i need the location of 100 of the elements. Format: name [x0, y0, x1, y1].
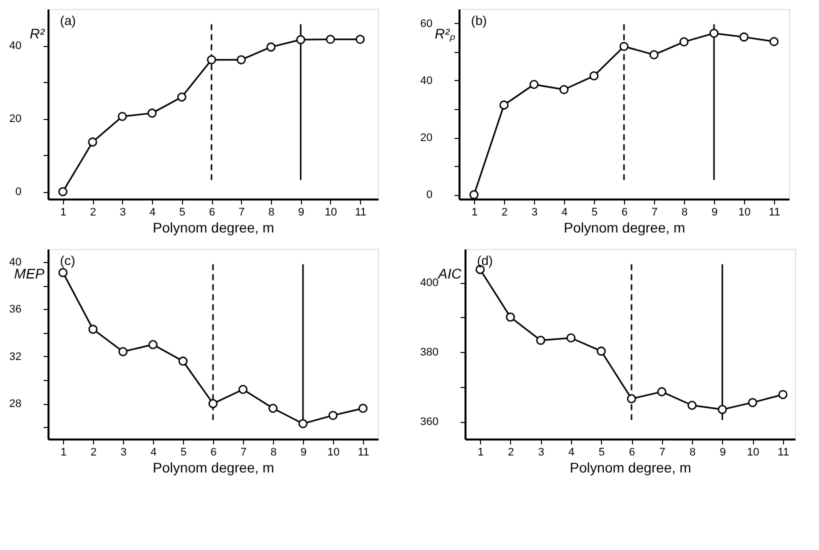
- point: [506, 312, 515, 322]
- y-tick-label: 40: [9, 256, 22, 268]
- point: [266, 42, 276, 52]
- point: [177, 92, 186, 102]
- annotation: (b): [471, 13, 487, 28]
- y-axis-title: AIC: [437, 266, 462, 282]
- x-tick-label: 2: [501, 206, 508, 218]
- x-tick-label: 4: [561, 206, 568, 218]
- y-tick-label: 36: [9, 304, 22, 316]
- x-tick-label: 6: [210, 446, 217, 458]
- x-tick-label: 11: [768, 206, 780, 218]
- point: [236, 55, 246, 64]
- x-tick-label: 5: [591, 206, 598, 218]
- x-axis-title: Polynom degree, m: [570, 460, 692, 476]
- point: [298, 419, 308, 428]
- x-tick-label: 1: [478, 446, 484, 458]
- x-tick-label: 7: [240, 446, 247, 458]
- y-tick-label: 360: [420, 416, 438, 428]
- y-tick-label: 20: [9, 113, 22, 126]
- x-tick-label: 10: [738, 206, 751, 218]
- x-tick-label: 9: [720, 446, 726, 458]
- point: [358, 404, 368, 413]
- x-tick-label: 5: [180, 446, 187, 458]
- x-tick-label: 6: [208, 206, 216, 218]
- point: [328, 410, 338, 420]
- point: [596, 346, 606, 356]
- point: [356, 34, 365, 44]
- x-tick-label: 2: [90, 446, 97, 458]
- x-tick-label: 3: [120, 206, 126, 218]
- x-tick-label: 1: [60, 206, 66, 218]
- x-tick-label: 9: [300, 446, 307, 458]
- x-tick-label: 2: [90, 206, 96, 218]
- x-tick-label: 8: [270, 446, 277, 458]
- x-axis-title: Polynom degree, m: [564, 220, 686, 236]
- point: [739, 32, 749, 42]
- x-tick-label: 10: [746, 446, 760, 458]
- point: [178, 356, 188, 366]
- point: [469, 190, 479, 200]
- point: [649, 50, 659, 60]
- point: [148, 340, 158, 350]
- point: [769, 37, 779, 46]
- x-tick-label: 10: [327, 446, 340, 458]
- y-tick-label: 28: [9, 398, 22, 410]
- x-tick-label: 4: [568, 446, 575, 458]
- x-tick-label: 3: [120, 446, 127, 458]
- x-tick-label: 1: [60, 446, 67, 458]
- point: [238, 384, 248, 394]
- point: [626, 394, 636, 404]
- point: [58, 268, 68, 278]
- y-tick-label: 32: [9, 350, 22, 363]
- x-tick-label: 1: [471, 206, 478, 218]
- x-tick-label: 4: [149, 206, 156, 218]
- point: [499, 100, 509, 110]
- y-axis-title: R²: [30, 26, 46, 42]
- point: [206, 55, 216, 64]
- point: [778, 390, 788, 400]
- point: [559, 85, 569, 94]
- x-tick-label: 8: [690, 446, 696, 458]
- x-tick-label: 6: [628, 446, 636, 458]
- x-tick-label: 9: [298, 206, 304, 218]
- y-tick-label: 20: [420, 132, 432, 144]
- x-tick-label: 7: [659, 446, 666, 458]
- point: [657, 387, 666, 396]
- point: [619, 42, 629, 51]
- x-tick-label: 5: [179, 206, 186, 218]
- y-axis-title: R²ₚ: [434, 26, 456, 42]
- y-tick-label: 40: [9, 40, 22, 52]
- x-tick-label: 8: [681, 206, 688, 218]
- y-tick-label: 400: [420, 277, 438, 290]
- x-tick-label: 10: [324, 206, 338, 218]
- annotation: (d): [477, 253, 493, 268]
- y-tick-label: 40: [420, 74, 432, 87]
- point: [679, 37, 689, 46]
- point: [208, 399, 218, 408]
- y-tick-label: 60: [420, 18, 432, 30]
- x-tick-label: 11: [358, 446, 370, 458]
- point: [88, 137, 98, 147]
- point: [296, 35, 306, 44]
- annotation: (a): [60, 13, 76, 28]
- point: [709, 28, 719, 38]
- point: [118, 347, 128, 356]
- point: [589, 71, 599, 80]
- point: [536, 336, 546, 345]
- x-tick-label: 4: [150, 446, 157, 458]
- x-tick-label: 11: [354, 206, 366, 218]
- annotation: (c): [60, 253, 76, 268]
- x-tick-label: 9: [711, 206, 718, 218]
- point: [118, 112, 127, 121]
- point: [147, 108, 157, 118]
- x-tick-label: 3: [531, 206, 538, 218]
- x-tick-label: 3: [538, 446, 544, 458]
- point: [718, 404, 727, 414]
- y-axis-title: MEP: [14, 266, 46, 282]
- point: [268, 404, 278, 413]
- x-tick-label: 7: [651, 206, 658, 218]
- point: [326, 34, 336, 44]
- x-tick-label: 5: [598, 446, 605, 458]
- point: [748, 398, 758, 408]
- x-tick-label: 7: [238, 206, 245, 218]
- x-tick-label: 2: [508, 446, 514, 458]
